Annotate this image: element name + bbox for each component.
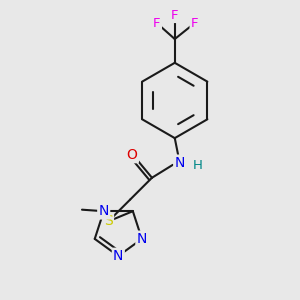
Text: N: N	[175, 156, 185, 170]
Text: N: N	[137, 232, 147, 246]
Text: N: N	[99, 204, 109, 218]
Text: H: H	[193, 159, 202, 172]
Text: F: F	[171, 9, 178, 22]
Text: O: O	[127, 148, 138, 162]
Text: S: S	[104, 214, 113, 228]
Text: N: N	[113, 249, 124, 263]
Text: F: F	[191, 17, 198, 30]
Text: F: F	[153, 17, 161, 30]
